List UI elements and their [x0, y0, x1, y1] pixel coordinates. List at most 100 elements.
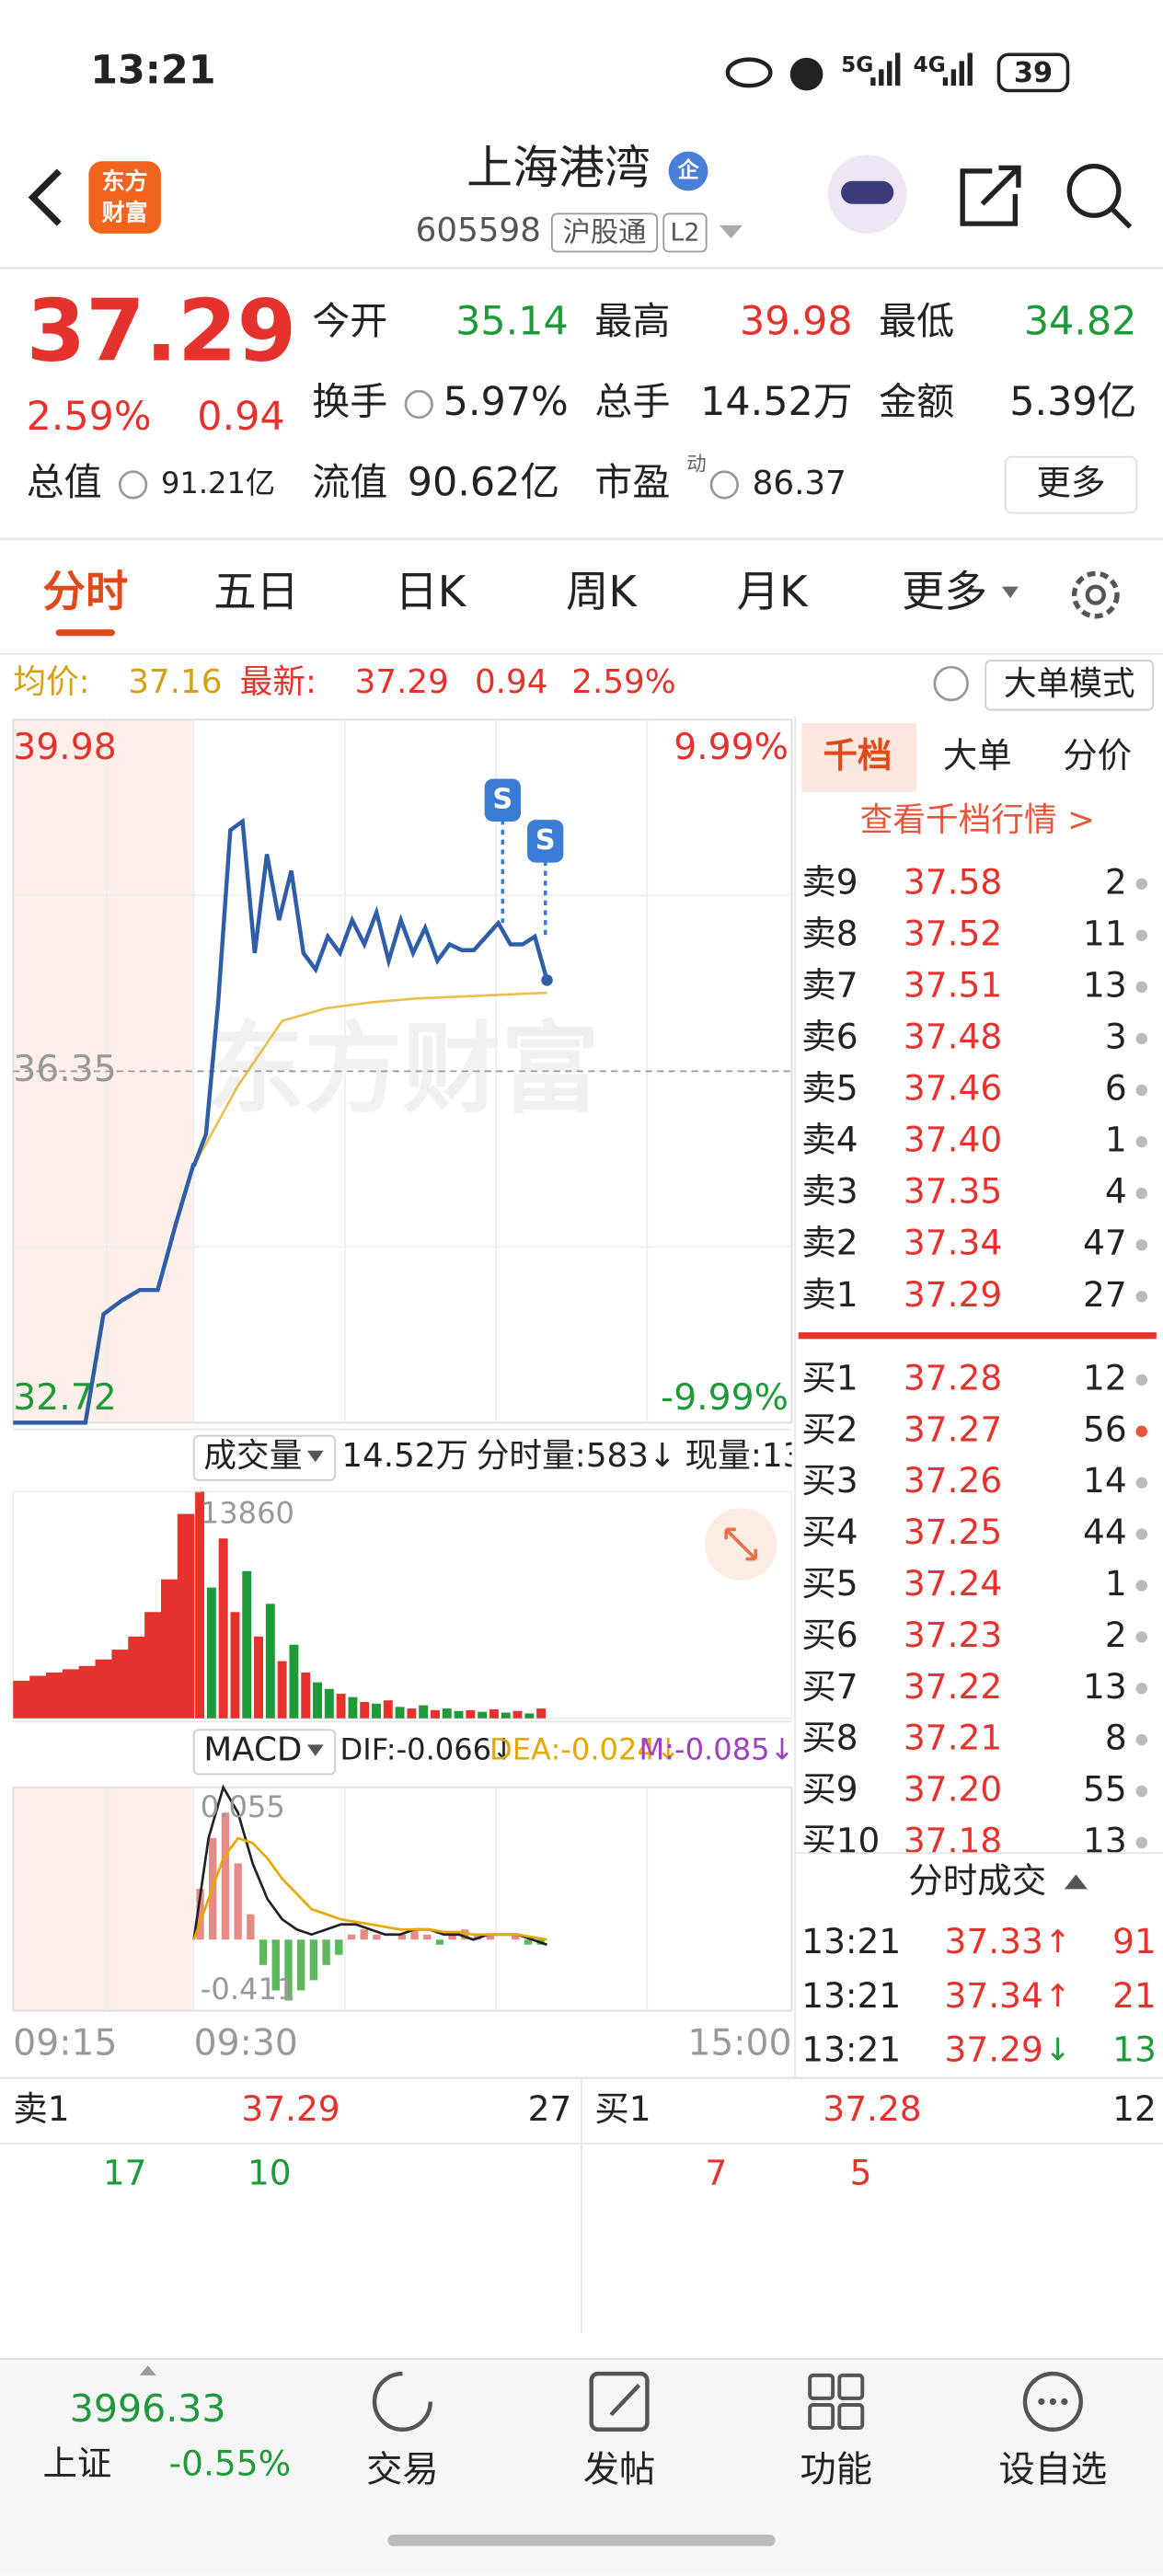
x-tick-label: 15:00 [687, 2023, 791, 2064]
signal-bar [870, 77, 876, 86]
signal-bar [887, 61, 892, 86]
nav-label[interactable]: 功能 [800, 2450, 872, 2491]
book-qty: 13 [1083, 1666, 1127, 1707]
mode-button[interactable] [985, 660, 1155, 711]
tab[interactable]: 五日 [213, 567, 299, 616]
macd-bar [335, 1939, 343, 1955]
nav-icon [808, 2403, 835, 2430]
share-button[interactable] [960, 165, 1021, 226]
back-button[interactable] [28, 168, 62, 226]
l1-detail: 7 [705, 2153, 727, 2193]
signal-marker-text[interactable]: S [492, 783, 512, 815]
battery [996, 52, 1070, 93]
signal-bar [959, 61, 964, 86]
stat-value: 5.97% [443, 379, 569, 425]
signal-marker-text[interactable]: S [535, 824, 556, 857]
volume-menu[interactable] [192, 1434, 337, 1481]
stat-value: 39.98 [740, 299, 853, 345]
stat-value: 91.21亿 [161, 466, 275, 500]
settings-button[interactable] [1071, 570, 1120, 619]
tab[interactable]: 更多 [902, 567, 987, 616]
more-button-text[interactable]: 更多 [1037, 462, 1106, 502]
index-change: -0.55% [169, 2444, 292, 2484]
stat-label: 流值 [312, 460, 387, 504]
signal-marker[interactable] [484, 778, 521, 822]
volume-bar [489, 1708, 499, 1719]
book-label: 卖1 [801, 1274, 858, 1315]
signal-marker[interactable] [527, 820, 564, 863]
l1-detail: 17 [103, 2153, 147, 2193]
badge: 企 [676, 157, 699, 182]
book-price: 37.51 [904, 964, 1002, 1005]
order-tab[interactable]: 分价 [1063, 735, 1132, 776]
tab[interactable]: 周K [566, 567, 638, 616]
book-price: 37.24 [904, 1563, 1002, 1604]
l1-qty: 12 [1112, 2088, 1157, 2129]
book-price: 37.21 [904, 1718, 1002, 1758]
nav-label[interactable]: 发帖 [583, 2450, 656, 2491]
more-button[interactable] [1004, 455, 1138, 514]
order-link[interactable]: 查看千档行情 > [860, 801, 1095, 839]
volume-bar [442, 1708, 452, 1719]
macd-line [192, 1836, 547, 1941]
volume-bar [407, 1708, 417, 1719]
auction-volume-bar [144, 1612, 162, 1719]
book-price: 37.18 [904, 1820, 1002, 1860]
book-dot [1135, 1187, 1148, 1200]
stat-label: 换手 [312, 380, 387, 424]
book-label: 买6 [801, 1615, 858, 1655]
info-icon[interactable] [709, 470, 739, 500]
volume-title[interactable]: 成交量 [203, 1437, 302, 1475]
trades-title[interactable]: 分时成交 [908, 1860, 1046, 1901]
order-tab[interactable]: 千档 [823, 735, 892, 776]
auction-volume-bar [95, 1659, 112, 1719]
macd-title[interactable]: MACD [203, 1731, 302, 1768]
volume-bar [301, 1672, 311, 1719]
collapse-arrow [1064, 1874, 1088, 1890]
book-dot [1135, 1374, 1148, 1386]
book-dot [1135, 1836, 1148, 1849]
volume-bar [289, 1644, 299, 1719]
book-qty: 14 [1083, 1460, 1127, 1501]
index-name: 上证 [42, 2444, 111, 2484]
volume-bar [242, 1570, 252, 1719]
nav-label[interactable]: 交易 [366, 2450, 439, 2491]
auction-volume-bar [13, 1680, 30, 1719]
book-dot [1135, 1291, 1148, 1303]
latest-label: 最新: [240, 663, 317, 701]
macd-menu[interactable] [192, 1729, 337, 1776]
macd-bar [435, 1939, 444, 1945]
volume-tick-label: 13860 [201, 1495, 294, 1530]
tab-underline [55, 629, 115, 637]
info-icon[interactable] [118, 470, 148, 500]
book-label: 卖8 [801, 913, 858, 953]
nav-icon [808, 2373, 835, 2400]
dropdown[interactable] [719, 224, 743, 239]
book-qty: 27 [1083, 1274, 1127, 1315]
info-icon[interactable] [404, 389, 433, 420]
nav-label[interactable]: 设自选 [998, 2450, 1107, 2491]
book-dot [1135, 1135, 1148, 1148]
book-price: 37.34 [904, 1223, 1002, 1263]
index-value[interactable]: 3996.33 [70, 2386, 226, 2431]
tab[interactable]: 日K [395, 567, 466, 616]
latest-value: 37.29 [355, 663, 449, 701]
tab[interactable]: 分时 [42, 567, 128, 616]
tab[interactable]: 月K [737, 567, 809, 616]
book-label: 买1 [801, 1357, 858, 1397]
help-icon[interactable] [933, 665, 969, 702]
status-4g: 4G [914, 52, 946, 77]
search-button[interactable] [1066, 163, 1122, 218]
book-qty: 1 [1105, 1563, 1127, 1604]
macd-bar [247, 1914, 255, 1940]
book-price: 37.52 [904, 913, 1002, 953]
mode-button-text[interactable]: 大单模式 [1004, 665, 1135, 703]
order-tab[interactable]: 大单 [943, 735, 1012, 776]
volume-bar [218, 1538, 228, 1719]
macd-bar [360, 1929, 368, 1940]
book-dot [1135, 1032, 1148, 1045]
book-qty: 4 [1105, 1171, 1127, 1212]
macd-bar [410, 1929, 419, 1940]
book-dot [1135, 1425, 1148, 1438]
